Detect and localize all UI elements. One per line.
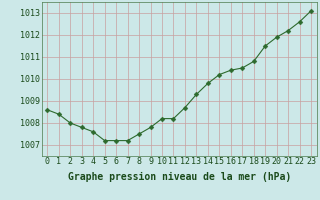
X-axis label: Graphe pression niveau de la mer (hPa): Graphe pression niveau de la mer (hPa): [68, 172, 291, 182]
